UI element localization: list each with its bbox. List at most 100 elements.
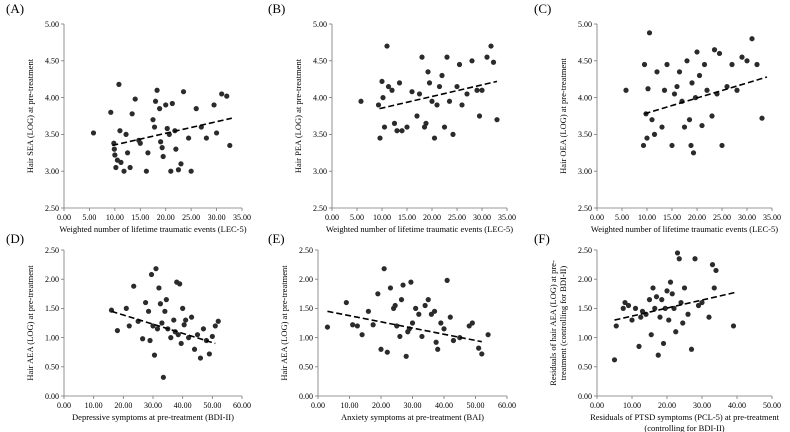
data-point <box>425 69 431 75</box>
x-tick-label: 0.00 <box>590 401 604 410</box>
data-point <box>197 355 204 361</box>
data-point <box>441 326 447 332</box>
y-tick-label: 1.50 <box>578 304 592 313</box>
data-point <box>446 98 453 104</box>
x-tick-label: 0.00 <box>57 213 71 222</box>
data-point <box>664 288 670 294</box>
data-point <box>90 130 97 136</box>
data-point <box>178 340 184 347</box>
x-tick-label: 40.00 <box>435 401 453 410</box>
y-tick-label: 2.50 <box>45 246 59 255</box>
data-point <box>160 153 166 160</box>
data-point <box>381 124 388 130</box>
data-point <box>666 317 672 323</box>
data-point <box>404 124 410 130</box>
data-point <box>384 43 390 49</box>
data-point <box>175 332 181 338</box>
data-point <box>154 326 161 332</box>
data-point <box>118 159 124 165</box>
data-point <box>434 102 440 108</box>
data-point <box>653 294 660 300</box>
data-point <box>659 297 665 303</box>
x-tick-label: 35.00 <box>498 213 516 222</box>
trend-line <box>111 310 216 345</box>
data-point <box>754 61 760 68</box>
x-tick-label: 0.00 <box>311 401 325 410</box>
x-tick-label: 15.00 <box>398 213 416 222</box>
data-point <box>673 329 679 335</box>
data-point <box>365 308 371 314</box>
data-point <box>655 352 661 358</box>
panel-label: (E) <box>268 231 285 246</box>
data-point <box>484 54 490 60</box>
panel-label: (F) <box>534 231 550 246</box>
x-tick-label: 20.00 <box>157 213 175 222</box>
x-axis-label: Weighted number of lifetime traumatic ev… <box>591 224 778 234</box>
data-point <box>646 30 653 36</box>
data-point <box>219 91 225 97</box>
y-tick-label: 4.00 <box>578 93 592 102</box>
y-tick-label: 3.50 <box>313 130 327 139</box>
data-point <box>193 106 199 112</box>
y-tick-label: 2.00 <box>299 275 313 284</box>
x-tick-label: 40.00 <box>174 401 192 410</box>
data-point <box>469 58 475 64</box>
data-point <box>381 266 387 272</box>
data-point <box>667 279 674 285</box>
data-point <box>203 135 209 141</box>
x-tick-label: 30.00 <box>208 213 226 222</box>
data-point <box>709 262 716 268</box>
x-tick-label: 30.00 <box>144 401 162 410</box>
data-point <box>638 314 644 320</box>
x-tick-label: 25.00 <box>182 213 200 222</box>
data-point <box>436 83 443 90</box>
panel-2: (B) 2.50 3.00 3.50 4.00 4.50 5.00 0.00 5.00 10.00… <box>268 1 516 234</box>
data-point <box>661 87 668 93</box>
data-point <box>654 69 660 75</box>
data-point <box>641 61 648 68</box>
data-point <box>450 131 456 137</box>
x-tick-label: 10.00 <box>638 213 656 222</box>
data-point <box>648 332 654 338</box>
data-point <box>441 124 448 130</box>
data-point <box>175 167 182 173</box>
data-point <box>132 96 138 102</box>
trend-line <box>644 76 768 115</box>
data-point <box>177 281 183 287</box>
trend-line <box>327 310 482 343</box>
y-tick-label: 1.00 <box>45 333 59 342</box>
data-point <box>686 117 693 123</box>
data-point <box>662 305 668 311</box>
data-point <box>680 320 686 326</box>
data-point <box>674 250 681 256</box>
y-tick-label: 2.50 <box>578 246 592 255</box>
data-point <box>150 323 156 329</box>
x-tick-label: 30.00 <box>473 213 491 222</box>
data-point <box>719 142 725 149</box>
data-point <box>180 305 186 311</box>
y-tick-label: 2.00 <box>45 275 59 284</box>
data-point <box>688 142 694 149</box>
data-point <box>425 297 431 303</box>
y-axis-label: Hair AEA (LOG) at pre-treatment <box>279 265 289 381</box>
data-point <box>711 47 718 53</box>
data-point <box>123 305 129 311</box>
data-point <box>212 323 218 329</box>
data-point <box>485 332 491 338</box>
data-point <box>158 139 164 145</box>
data-point <box>145 150 151 156</box>
data-point <box>644 135 650 141</box>
y-tick-label: 1.00 <box>299 333 313 342</box>
x-tick-label: 60.00 <box>233 401 251 410</box>
y-tick-label: 3.00 <box>578 167 592 176</box>
data-point <box>749 36 755 42</box>
x-tick-label: 30.00 <box>404 401 422 410</box>
data-point <box>759 115 765 121</box>
data-point <box>611 357 618 363</box>
data-point <box>385 83 392 90</box>
data-point <box>622 299 628 306</box>
x-tick-label: 20.00 <box>114 401 132 410</box>
data-point <box>211 102 217 108</box>
data-point <box>159 145 165 151</box>
